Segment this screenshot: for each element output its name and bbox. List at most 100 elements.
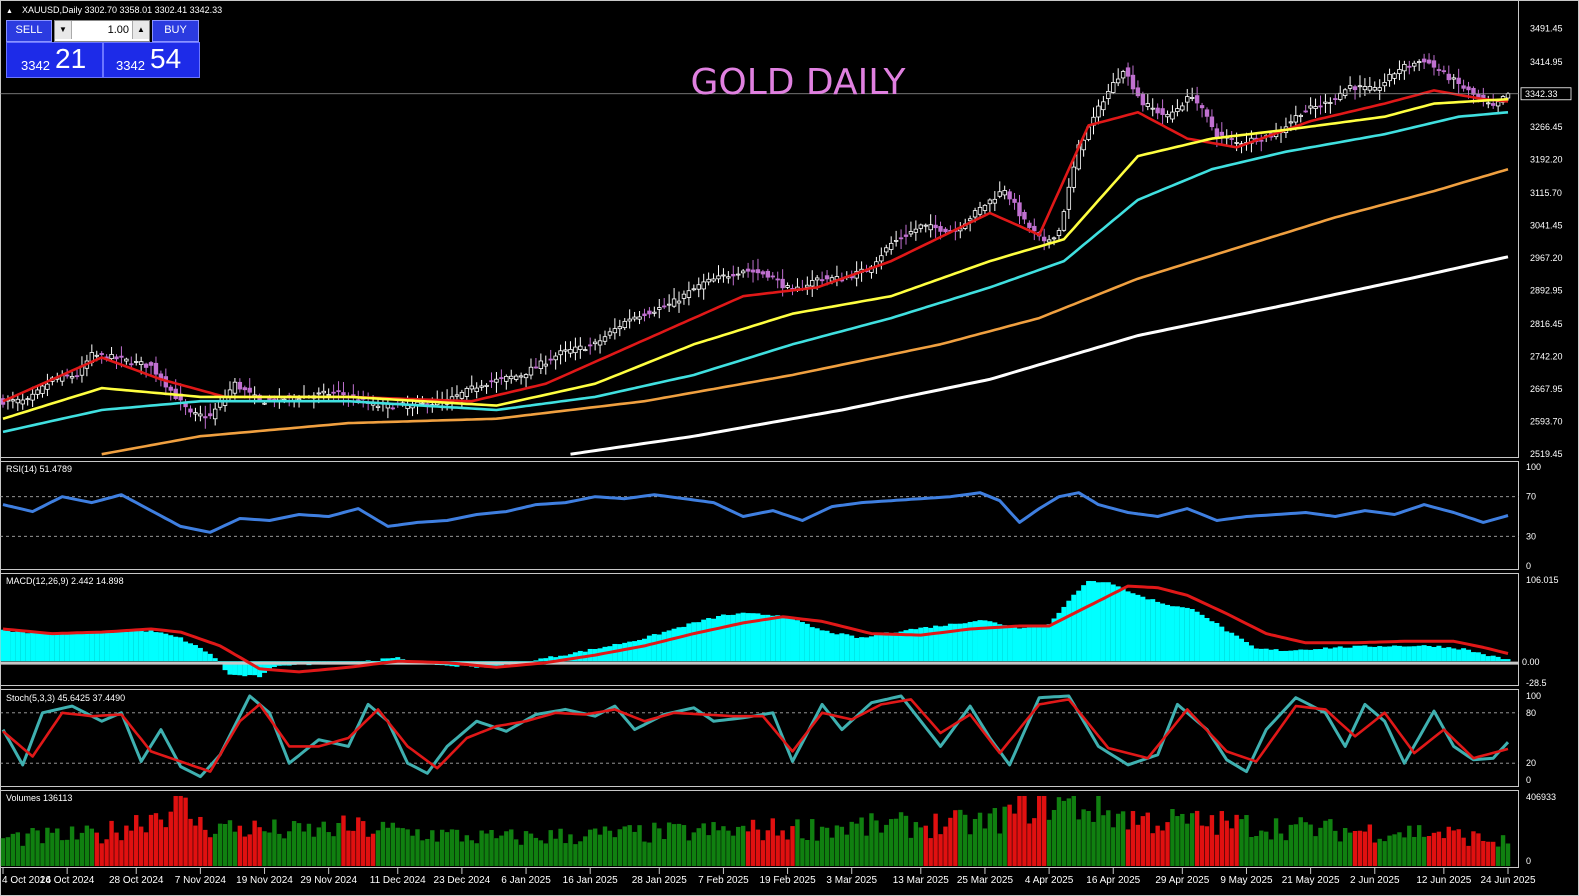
price-tick-label: 3041.45 <box>1530 220 1563 230</box>
volume-bar <box>405 829 410 866</box>
volume-bar <box>321 821 326 866</box>
volume-bar <box>153 813 159 866</box>
macd-histogram-bar <box>1263 648 1269 662</box>
volume-bar <box>558 828 563 866</box>
macd-histogram-bar <box>992 622 998 662</box>
volume-bar <box>755 829 761 866</box>
candle-body <box>198 413 203 417</box>
macd-histogram-bar <box>5 630 11 662</box>
lot-decrease-icon[interactable]: ▼ <box>55 21 72 39</box>
volume-bar <box>1495 846 1501 866</box>
macd-histogram-bar <box>1145 599 1151 662</box>
candle-body <box>819 279 825 282</box>
volume-bar <box>790 826 795 866</box>
macd-histogram-bar <box>113 630 119 662</box>
macd-histogram-bar <box>163 633 169 662</box>
lot-size-field[interactable]: ▼ ▲ <box>54 20 150 42</box>
candle-body <box>1402 64 1407 72</box>
volume-bar <box>1022 796 1027 866</box>
candle-body <box>775 278 780 281</box>
volume-bar <box>958 809 963 866</box>
lot-size-input[interactable] <box>73 22 129 37</box>
volume-bar <box>819 826 825 866</box>
macd-histogram-bar <box>44 633 50 662</box>
date-tick-label: 16 Oct 2024 <box>40 875 95 886</box>
macd-histogram-bar <box>1500 659 1506 662</box>
volume-bar <box>1441 838 1447 866</box>
macd-histogram-bar <box>1174 606 1180 662</box>
volume-bar <box>1125 829 1131 866</box>
candle-body <box>513 375 519 380</box>
candle-body <box>1125 67 1131 77</box>
macd-histogram-bar <box>1490 655 1496 662</box>
volume-bar <box>671 824 677 866</box>
price-tick-label: 3115.70 <box>1530 188 1562 198</box>
macd-histogram-bar <box>89 632 95 662</box>
macd-histogram-bar <box>725 615 731 662</box>
candle-body <box>1027 222 1032 228</box>
candle-body <box>1032 225 1037 232</box>
candle-body <box>681 293 687 299</box>
volume-bar <box>622 826 627 866</box>
sell-price-button[interactable]: 3342 21 <box>6 42 103 78</box>
macd-histogram-bar <box>104 630 110 662</box>
lot-increase-icon[interactable]: ▲ <box>132 21 149 39</box>
volume-bar <box>513 839 519 866</box>
macd-histogram-bar <box>1278 650 1284 662</box>
macd-histogram-bar <box>1431 646 1437 662</box>
macd-histogram-bar <box>696 622 702 662</box>
volume-bar <box>1481 840 1486 866</box>
volume-bar <box>765 830 771 866</box>
macd-histogram-bar <box>834 634 840 662</box>
macd-histogram-bar <box>715 615 721 662</box>
volume-bar <box>948 817 953 866</box>
sell-button[interactable]: SELL <box>6 20 52 42</box>
date-tick-label: 16 Apr 2025 <box>1086 875 1140 886</box>
candle-body <box>469 385 474 390</box>
candle-body <box>671 298 677 307</box>
macd-histogram-bar <box>188 643 194 662</box>
macd-histogram-bar <box>84 631 90 662</box>
macd-histogram-bar <box>232 661 238 675</box>
volume-bar <box>1416 825 1422 866</box>
macd-histogram-bar <box>1421 645 1427 662</box>
macd-histogram-bar <box>676 627 682 662</box>
volume-bar <box>642 841 647 866</box>
date-tick-label: 4 Apr 2025 <box>1025 875 1074 886</box>
volume-bar <box>1451 830 1456 866</box>
volume-bar <box>60 840 65 866</box>
macd-histogram-bar <box>143 631 149 662</box>
candle-body <box>1377 87 1382 91</box>
volume-bar <box>1456 829 1461 866</box>
candle-body <box>642 313 647 317</box>
volume-bar <box>533 837 539 866</box>
candle-body <box>745 268 751 272</box>
candle-body <box>666 303 672 306</box>
volume-bar <box>602 826 608 866</box>
macd-histogram-bar <box>1253 648 1259 662</box>
volume-bar <box>178 796 183 866</box>
macd-histogram-bar <box>1007 626 1013 662</box>
buy-button[interactable]: BUY <box>152 20 199 42</box>
volume-bar <box>1446 826 1451 866</box>
candle-body <box>558 350 563 356</box>
volume-bar <box>439 829 445 866</box>
buy-price-button[interactable]: 3342 54 <box>103 42 200 78</box>
candle-body <box>1490 103 1496 106</box>
candle-body <box>662 305 667 308</box>
date-tick-label: 21 May 2025 <box>1282 875 1340 886</box>
candle-body <box>454 394 460 397</box>
candle-body <box>1456 77 1461 84</box>
candle-body <box>578 345 583 350</box>
volume-bar <box>301 831 307 866</box>
volume-bar <box>972 818 978 866</box>
volume-bar <box>824 827 830 866</box>
candle-body <box>1081 139 1086 151</box>
volume-bar <box>652 822 657 866</box>
macd-histogram-bar <box>844 634 850 662</box>
macd-histogram-bar <box>750 613 756 662</box>
date-tick-label: 29 Apr 2025 <box>1155 875 1209 886</box>
candle-body <box>523 374 529 379</box>
candle-body <box>810 280 815 287</box>
date-tick-label: 19 Nov 2024 <box>236 875 293 886</box>
